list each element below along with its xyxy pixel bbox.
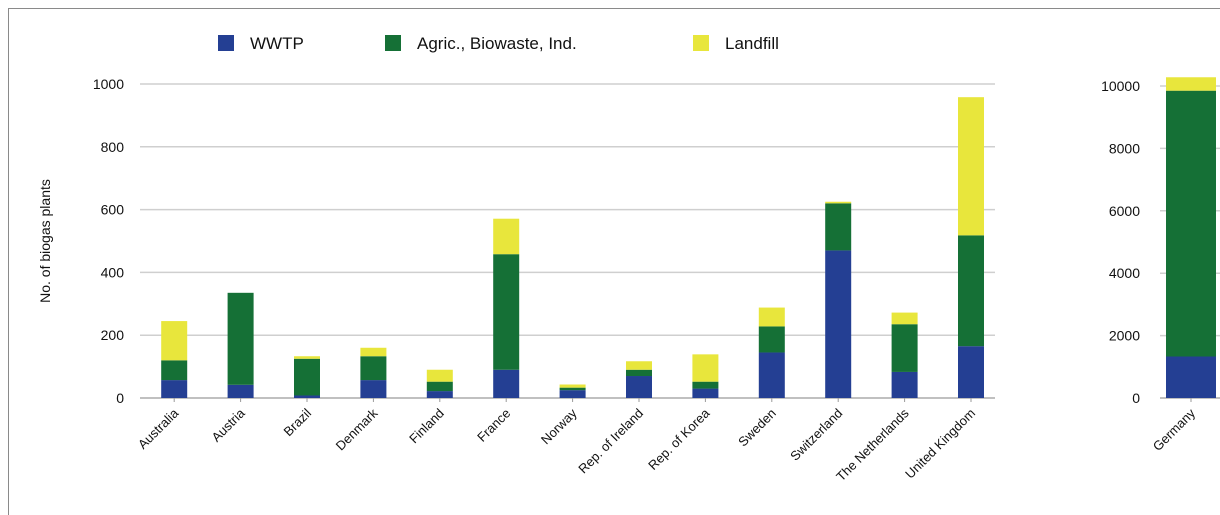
x-tick-label: Australia [135, 405, 182, 452]
bar-wwtp-australia [161, 380, 188, 398]
x-tick-label: Switzerland [787, 406, 845, 464]
bar-agric-biowaste-ind--brazil [294, 358, 320, 396]
bar-agric-biowaste-ind--denmark [360, 356, 387, 381]
legend-swatch [693, 35, 709, 51]
bar-wwtp-rep-of-ireland [626, 376, 652, 398]
y-tick-label: 200 [101, 327, 125, 343]
y-tick-label: 600 [101, 202, 125, 218]
bar-wwtp-switzerland [825, 250, 852, 398]
x-tick-label: Norway [538, 405, 580, 447]
bar-landfill-sweden [758, 307, 785, 327]
y-tick-label: 8000 [1109, 140, 1140, 156]
bar-wwtp-rep-of-korea [692, 388, 719, 398]
bar-wwtp-the-netherlands [891, 371, 918, 398]
bar-agric-biowaste-ind--the-netherlands [891, 324, 918, 372]
x-tick-label: Brazil [281, 405, 315, 439]
chart-panel-2: 0 2000 4000 6000 8000 10000 Germany [1101, 77, 1220, 454]
x-tick-label: Sweden [735, 406, 779, 450]
x-tick-label: France [474, 406, 513, 445]
bar-wwtp-france [493, 369, 520, 398]
y-tick-label: 6000 [1109, 203, 1140, 219]
bar-landfill-denmark [360, 347, 387, 357]
x-tick-label: Finland [406, 406, 447, 447]
bar-agric-biowaste-ind--switzerland [825, 203, 852, 251]
bar-agric-biowaste-ind--sweden [758, 326, 785, 353]
y-tick-label: 10000 [1101, 78, 1140, 94]
y-tick-label: 1000 [93, 76, 124, 92]
bar-wwtp-norway [559, 390, 586, 398]
legend-label: Agric., Biowaste, Ind. [417, 34, 577, 53]
bar-agric-biowaste-ind--france [493, 254, 520, 370]
bar-landfill-united-kingdom [958, 97, 984, 236]
chart-frame [8, 8, 1220, 515]
bar-wwtp-germany [1166, 356, 1216, 398]
legend-item: Landfill [693, 34, 779, 53]
bar-landfill-brazil [294, 356, 320, 359]
x-tick-label: Germany [1150, 405, 1199, 454]
bar-wwtp-finland [426, 391, 453, 398]
bar-landfill-norway [559, 384, 586, 388]
bar-agric-biowaste-ind--finland [426, 381, 453, 392]
y-tick-label: 400 [101, 264, 125, 280]
chart-panel-1: 0 200 400 600 800 1000 No. of biogas plants Aus… [37, 76, 995, 484]
y-tick-label: 0 [116, 390, 124, 406]
legend-item: WWTP [218, 34, 304, 53]
bar-landfill-germany [1166, 77, 1216, 91]
legend-label: WWTP [250, 34, 304, 53]
legend-swatch [218, 35, 234, 51]
bar-agric-biowaste-ind--germany [1166, 90, 1216, 357]
x-tick-label: Rep. of Korea [645, 405, 713, 473]
x-tick-label: The Netherlands [833, 405, 912, 484]
bar-landfill-australia [161, 321, 188, 361]
bar-landfill-france [493, 218, 520, 255]
x-tick-label: Austria [208, 405, 248, 445]
bar-wwtp-denmark [360, 380, 387, 398]
bar-agric-biowaste-ind--rep-of-korea [692, 381, 719, 389]
bar-wwtp-united-kingdom [958, 346, 984, 398]
x-tick-label: Rep. of Ireland [575, 406, 646, 477]
bar-landfill-rep-of-ireland [626, 361, 652, 370]
bar-wwtp-brazil [294, 395, 320, 398]
x-tick-label: United Kingdom [902, 406, 978, 482]
legend-label: Landfill [725, 34, 779, 53]
bar-agric-biowaste-ind--united-kingdom [958, 235, 984, 347]
bar-agric-biowaste-ind--australia [161, 360, 188, 381]
y-tick-label: 4000 [1109, 265, 1140, 281]
y-tick-label: 2000 [1109, 328, 1140, 344]
y-tick-label: 800 [101, 139, 125, 155]
bar-agric-biowaste-ind--austria [227, 292, 254, 385]
legend: WWTP Agric., Biowaste, Ind. Landfill [218, 34, 779, 53]
x-tick-label: Denmark [333, 405, 381, 453]
legend-item: Agric., Biowaste, Ind. [385, 34, 577, 53]
bar-agric-biowaste-ind--rep-of-ireland [626, 369, 652, 377]
y-tick-label: 0 [1132, 390, 1140, 406]
bar-agric-biowaste-ind--norway [559, 387, 586, 391]
legend-swatch [385, 35, 401, 51]
bar-landfill-finland [426, 369, 453, 382]
bar-wwtp-austria [227, 384, 254, 398]
bar-landfill-switzerland [825, 201, 852, 204]
bar-wwtp-sweden [758, 352, 785, 398]
bar-landfill-rep-of-korea [692, 354, 719, 382]
bar-landfill-the-netherlands [891, 312, 918, 325]
y-axis-label: No. of biogas plants [37, 179, 53, 303]
